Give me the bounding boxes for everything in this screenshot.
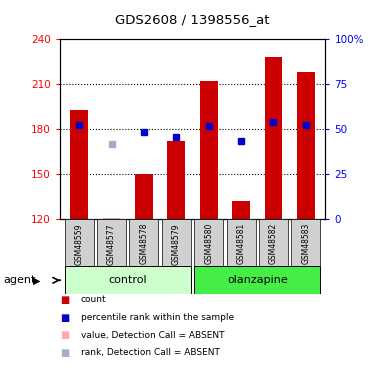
Bar: [291, 219, 320, 266]
Text: GSM48577: GSM48577: [107, 223, 116, 265]
Bar: [232, 201, 250, 219]
Text: ■: ■: [60, 313, 69, 322]
Bar: [135, 174, 153, 219]
Text: count: count: [81, 296, 107, 304]
Text: GSM48559: GSM48559: [75, 223, 84, 265]
Text: GSM48579: GSM48579: [172, 223, 181, 265]
Bar: [65, 219, 94, 266]
Text: percentile rank within the sample: percentile rank within the sample: [81, 313, 234, 322]
Bar: [194, 219, 223, 266]
Bar: [97, 219, 126, 266]
Text: control: control: [109, 275, 147, 285]
Bar: [194, 266, 320, 294]
Text: GSM48583: GSM48583: [301, 223, 310, 264]
Bar: [102, 218, 121, 219]
Text: ▶: ▶: [33, 275, 40, 285]
Bar: [65, 266, 191, 294]
Bar: [162, 219, 191, 266]
Bar: [264, 57, 283, 219]
Bar: [129, 219, 159, 266]
Text: agent: agent: [4, 275, 36, 285]
Text: rank, Detection Call = ABSENT: rank, Detection Call = ABSENT: [81, 348, 220, 357]
Text: GSM48582: GSM48582: [269, 223, 278, 264]
Text: ■: ■: [60, 295, 69, 305]
Bar: [259, 219, 288, 266]
Text: ■: ■: [60, 330, 69, 340]
Bar: [226, 219, 256, 266]
Text: GSM48580: GSM48580: [204, 223, 213, 264]
Bar: [200, 81, 218, 219]
Bar: [297, 72, 315, 219]
Text: GDS2608 / 1398556_at: GDS2608 / 1398556_at: [115, 13, 270, 26]
Text: GSM48578: GSM48578: [139, 223, 148, 264]
Text: olanzapine: olanzapine: [227, 275, 288, 285]
Bar: [70, 110, 88, 219]
Bar: [167, 141, 185, 219]
Text: GSM48581: GSM48581: [237, 223, 246, 264]
Text: value, Detection Call = ABSENT: value, Detection Call = ABSENT: [81, 331, 224, 340]
Text: ■: ■: [60, 348, 69, 358]
